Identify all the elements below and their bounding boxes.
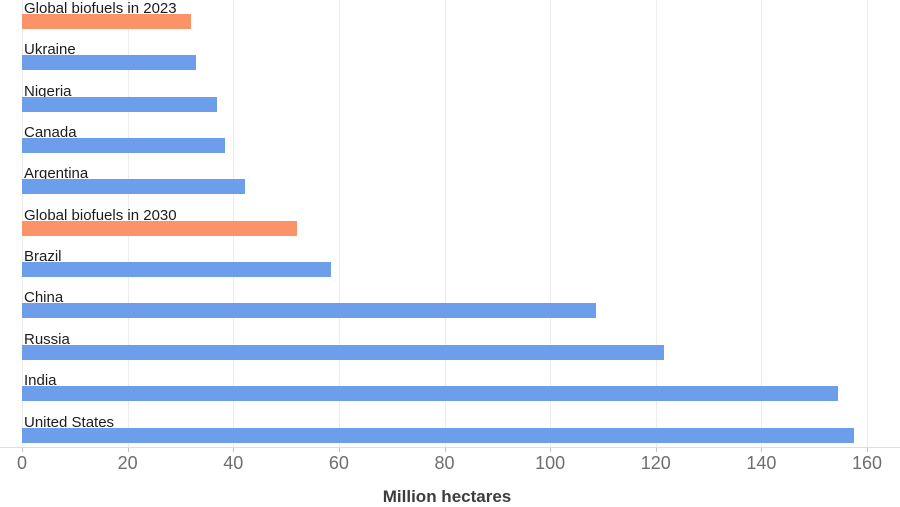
category-label: Nigeria [24,82,72,100]
bar [22,220,297,236]
bar-row: India [22,373,900,414]
x-tick-label-100: 100 [535,453,566,473]
bar-row: Global biofuels in 2023 [22,1,900,42]
category-label: United States [24,413,115,431]
x-tick-140 [761,448,763,452]
gridline-80 [444,0,446,447]
x-axis-title: Million hectares [382,487,512,506]
bar [22,427,855,443]
bar-row: Nigeria [22,84,900,125]
x-tick-80 [444,448,446,452]
x-tick-label-120: 120 [640,453,671,473]
x-tick-40 [233,448,235,452]
x-tick-label-160: 160 [851,453,883,473]
bar-row: Ukraine [22,42,900,83]
category-label: Ukraine [24,41,76,59]
x-tick-100 [550,448,552,452]
category-label: Global biofuels in 2023 [24,0,177,17]
bar-row: Argentina [22,166,900,207]
category-label: China [24,289,64,307]
bar [22,138,225,154]
x-tick-label-60: 60 [328,453,349,473]
bar [22,179,246,195]
bar-row: Canada [22,125,900,166]
category-label: Argentina [24,165,89,183]
x-tick-label-0: 0 [16,453,28,473]
bar [22,262,331,278]
x-axis-line [0,447,900,448]
bar-row: Brazil [22,249,900,290]
bar [22,96,218,112]
x-tick-20 [127,448,129,452]
gridline-140 [761,0,763,447]
bar [22,303,597,319]
gridline-160 [867,0,868,447]
category-label: Global biofuels in 2030 [24,206,177,224]
x-tick-0 [22,448,23,452]
bar-row: China [22,290,900,331]
x-tick-160 [867,448,868,452]
gridline-120 [655,0,657,447]
bar-row: United States [22,415,900,456]
x-tick-label-20: 20 [117,453,138,473]
x-tick-120 [655,448,657,452]
plot-area: Global biofuels in 2023 Ukraine Nigeria Can… [22,0,900,447]
gridline-60 [338,0,340,447]
category-label: Canada [24,124,77,142]
category-label: Brazil [24,248,62,266]
category-label: India [24,372,57,390]
bar-row: Russia [22,332,900,373]
bar [22,344,665,360]
category-label: Russia [24,330,70,348]
bar-row: Global biofuels in 2030 [22,208,900,249]
gridline-100 [550,0,552,447]
x-tick-label-80: 80 [434,453,455,473]
x-tick-label-140: 140 [746,453,777,473]
bar [22,386,838,402]
x-tick-60 [338,448,340,452]
x-tick-label-40: 40 [223,453,244,473]
bar [22,14,191,29]
bar [22,55,197,71]
